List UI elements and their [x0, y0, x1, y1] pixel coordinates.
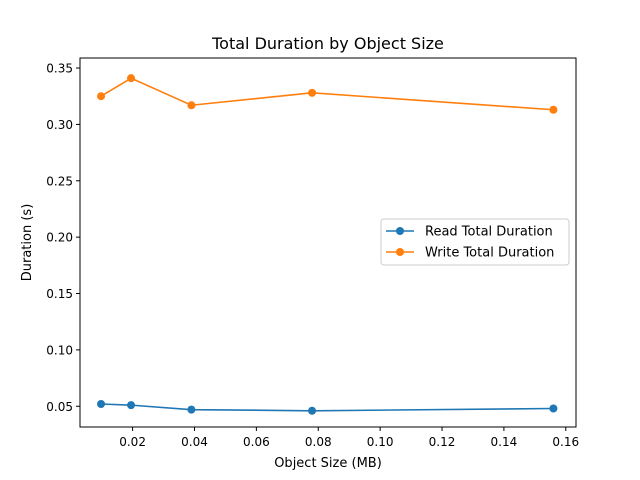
y-tick-label: 0.35 — [46, 62, 73, 76]
legend-label: Write Total Duration — [425, 246, 554, 261]
x-tick-label: 0.04 — [181, 435, 208, 449]
data-point — [127, 401, 136, 410]
data-point — [187, 405, 196, 414]
x-tick-label: 0.06 — [243, 435, 270, 449]
x-tick-label: 0.10 — [367, 435, 394, 449]
x-tick-label: 0.08 — [305, 435, 332, 449]
legend-swatch-marker — [396, 248, 404, 256]
y-tick-label: 0.20 — [46, 231, 73, 245]
y-axis-label: Duration (s) — [20, 204, 35, 282]
axes-frame — [79, 57, 577, 428]
x-tick-label: 0.16 — [552, 435, 579, 449]
data-point — [308, 88, 317, 97]
data-point — [549, 105, 558, 114]
x-axis-label: Object Size (MB) — [274, 456, 382, 471]
legend-frame — [380, 218, 570, 266]
plot-area — [97, 74, 558, 415]
y-tick-label: 0.10 — [46, 343, 73, 357]
y-tick-label: 0.05 — [46, 400, 73, 414]
data-point — [308, 406, 317, 415]
data-point — [97, 92, 106, 101]
data-point — [97, 400, 106, 409]
chart-title: Total Duration by Object Size — [211, 34, 444, 53]
y-tick-label: 0.30 — [46, 118, 73, 132]
legend-label: Read Total Duration — [425, 225, 553, 240]
y-tick-label: 0.25 — [46, 174, 73, 188]
data-point — [549, 404, 558, 413]
legend-swatch-marker — [396, 227, 404, 235]
x-tick-label: 0.12 — [429, 435, 456, 449]
y-tick-label: 0.15 — [46, 287, 73, 301]
data-point — [127, 74, 136, 83]
x-tick-label: 0.02 — [119, 435, 146, 449]
x-tick-label: 0.14 — [491, 435, 518, 449]
legend: Read Total Duration Write Total Duration — [380, 218, 570, 266]
data-point — [187, 101, 196, 110]
